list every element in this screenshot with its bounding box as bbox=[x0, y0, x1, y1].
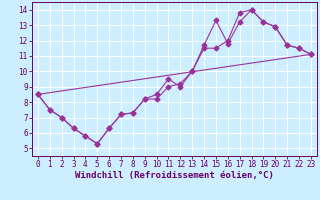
X-axis label: Windchill (Refroidissement éolien,°C): Windchill (Refroidissement éolien,°C) bbox=[75, 171, 274, 180]
